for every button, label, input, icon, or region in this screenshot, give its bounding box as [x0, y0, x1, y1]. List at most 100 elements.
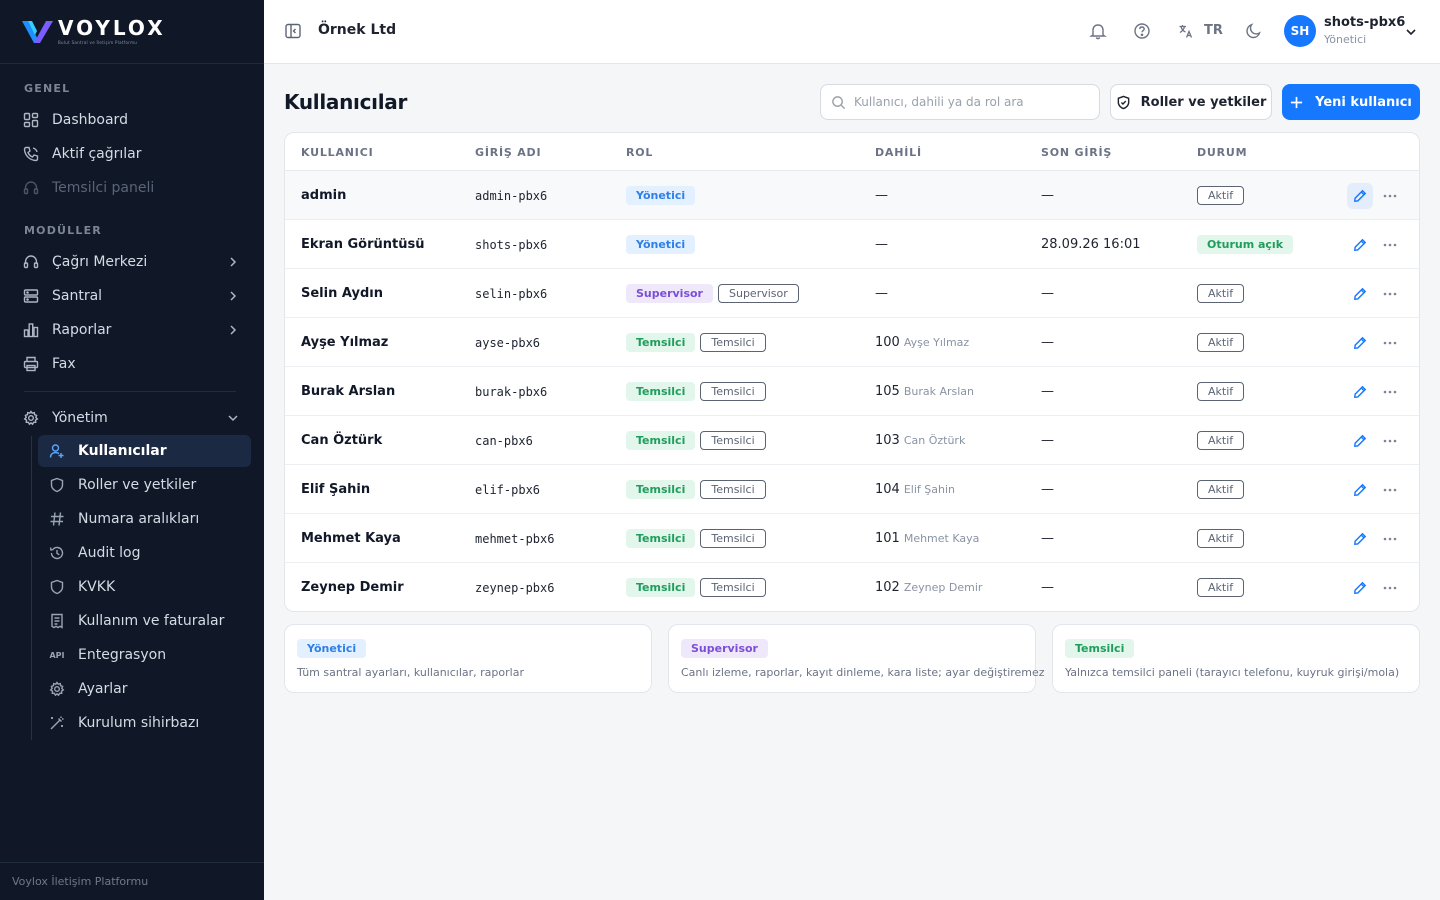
- status-cell: Aktif: [1197, 171, 1245, 220]
- role-badge: Yönetici: [626, 235, 696, 254]
- sidebar-item-fax[interactable]: Fax: [12, 348, 252, 380]
- role-cell: Supervisor Supervisor: [626, 269, 799, 318]
- sidebar-item-call-center[interactable]: Çağrı Merkezi: [12, 246, 252, 278]
- sidebar-item-label: Numara aralıkları: [78, 511, 200, 527]
- column-header-user[interactable]: KULLANICI: [301, 146, 374, 159]
- sidebar-item-label: Ayarlar: [78, 681, 128, 697]
- table-row[interactable]: Can Öztürk can-pbx6 Temsilci Temsilci 103 Can…: [285, 416, 1419, 465]
- search-box[interactable]: [820, 84, 1100, 120]
- chevron-right-icon: [230, 291, 237, 301]
- login-cell: can-pbx6: [475, 433, 533, 448]
- edit-icon[interactable]: [1347, 281, 1373, 307]
- more-options-icon[interactable]: [1379, 232, 1401, 258]
- table-row[interactable]: Elif Şahin elif-pbx6 Temsilci Temsilci 104 El…: [285, 465, 1419, 514]
- user-name[interactable]: shots-pbx6: [1324, 15, 1406, 30]
- column-header-role[interactable]: ROL: [626, 146, 654, 159]
- edit-icon[interactable]: [1347, 526, 1373, 552]
- role-badge: Temsilci: [626, 529, 696, 548]
- status-badge: Aktif: [1197, 186, 1245, 205]
- status-badge: Aktif: [1197, 333, 1245, 352]
- table-row[interactable]: Ayşe Yılmaz ayse-pbx6 Temsilci Temsilci 100 A…: [285, 318, 1419, 367]
- moon-icon[interactable]: [1244, 21, 1264, 41]
- role-badge: Temsilci: [626, 578, 696, 597]
- role-badge: Yönetici: [297, 639, 367, 658]
- chevron-down-icon[interactable]: [1404, 24, 1418, 43]
- more-options-icon[interactable]: [1379, 281, 1401, 307]
- search-input[interactable]: [854, 95, 1084, 109]
- page-title: Kullanıcılar: [284, 90, 408, 114]
- status-badge: Aktif: [1197, 382, 1245, 401]
- edit-icon[interactable]: [1347, 330, 1373, 356]
- more-options-icon[interactable]: [1379, 379, 1401, 405]
- extension-number: 100: [875, 335, 900, 350]
- more-options-icon[interactable]: [1379, 330, 1401, 356]
- user-name-cell: Ekran Görüntüsü: [301, 237, 425, 252]
- table-row[interactable]: Burak Arslan burak-pbx6 Temsilci Temsilci 10…: [285, 367, 1419, 416]
- extension-cell: 102 Zeynep Demir: [875, 563, 982, 611]
- shield-icon: [48, 476, 66, 494]
- roles-permissions-button[interactable]: Roller ve yetkiler: [1110, 84, 1272, 120]
- table-row[interactable]: Mehmet Kaya mehmet-pbx6 Temsilci Temsilci 10…: [285, 514, 1419, 563]
- sidebar-item-pbx[interactable]: Santral: [12, 280, 252, 312]
- more-options-icon[interactable]: [1379, 183, 1401, 209]
- edit-icon[interactable]: [1347, 477, 1373, 503]
- column-header-last-login[interactable]: SON GİRİŞ: [1041, 146, 1113, 159]
- company-name[interactable]: Örnek Ltd: [318, 22, 397, 38]
- sidebar-item-users[interactable]: Kullanıcılar: [38, 435, 251, 467]
- logo[interactable]: VOYLOX Bulut Santral ve İletişim Platfor…: [0, 0, 264, 64]
- sidebar-item-kvkk[interactable]: KVKK: [38, 571, 251, 603]
- chart-icon: [22, 321, 40, 339]
- sidebar-item-admin[interactable]: Yönetim: [12, 402, 252, 434]
- sidebar-item-number-ranges[interactable]: Numara aralıkları: [38, 503, 251, 535]
- edit-icon[interactable]: [1347, 379, 1373, 405]
- login-cell: mehmet-pbx6: [475, 531, 555, 546]
- table-row[interactable]: admin admin-pbx6 Yönetici — — Aktif: [285, 171, 1419, 220]
- edit-icon[interactable]: [1347, 182, 1373, 209]
- user-name-cell: admin: [301, 188, 347, 203]
- new-user-button[interactable]: Yeni kullanıcı: [1282, 84, 1420, 120]
- sidebar-item-settings[interactable]: Ayarlar: [38, 673, 251, 705]
- table-row[interactable]: Zeynep Demir zeynep-pbx6 Temsilci Temsilci 1…: [285, 563, 1419, 611]
- sidebar-item-usage-billing[interactable]: Kullanım ve faturalar: [38, 605, 251, 637]
- sidebar-item-reports[interactable]: Raporlar: [12, 314, 252, 346]
- sidebar-item-roles[interactable]: Roller ve yetkiler: [38, 469, 251, 501]
- sidebar-item-setup-wizard[interactable]: Kurulum sihirbazı: [38, 707, 251, 739]
- status-cell: Oturum açık: [1197, 220, 1294, 269]
- extension-cell: —: [875, 171, 888, 220]
- column-header-login[interactable]: GİRİŞ ADI: [475, 146, 542, 159]
- sidebar-item-audit-log[interactable]: Audit log: [38, 537, 251, 569]
- sidebar-item-label: Kurulum sihirbazı: [78, 715, 200, 731]
- more-options-icon[interactable]: [1379, 428, 1401, 454]
- shield-icon: [1116, 95, 1131, 110]
- status-cell: Aktif: [1197, 514, 1245, 563]
- sidebar-item-integration[interactable]: API Entegrasyon: [38, 639, 251, 671]
- edit-icon[interactable]: [1347, 575, 1373, 601]
- edit-icon[interactable]: [1347, 428, 1373, 454]
- sidebar-item-active-calls[interactable]: Aktif çağrılar: [12, 138, 252, 170]
- column-header-status[interactable]: DURUM: [1197, 146, 1248, 159]
- shield-icon: [48, 578, 66, 596]
- sidebar-item-label: Entegrasyon: [78, 647, 167, 663]
- table-row[interactable]: Selin Aydın selin-pbx6 Supervisor Superviso…: [285, 269, 1419, 318]
- more-options-icon[interactable]: [1379, 575, 1401, 601]
- sidebar-toggle-icon[interactable]: [284, 22, 304, 42]
- status-badge: Oturum açık: [1197, 235, 1294, 254]
- user-icon: [48, 442, 66, 460]
- help-icon[interactable]: [1132, 21, 1152, 41]
- sidebar-item-dashboard[interactable]: Dashboard: [12, 104, 252, 136]
- user-name-cell: Selin Aydın: [301, 286, 383, 301]
- status-badge: Aktif: [1197, 284, 1245, 303]
- extension-cell: 105 Burak Arslan: [875, 367, 974, 416]
- extension-name: Elif Şahin: [903, 483, 955, 496]
- bell-icon[interactable]: [1088, 21, 1108, 41]
- row-actions: [1347, 465, 1407, 514]
- avatar[interactable]: SH: [1284, 15, 1316, 47]
- translate-icon[interactable]: [1176, 21, 1196, 41]
- more-options-icon[interactable]: [1379, 526, 1401, 552]
- language-label[interactable]: TR: [1204, 23, 1223, 38]
- more-options-icon[interactable]: [1379, 477, 1401, 503]
- column-header-extension[interactable]: DAHİLİ: [875, 146, 922, 159]
- edit-icon[interactable]: [1347, 232, 1373, 258]
- row-actions: [1347, 269, 1407, 318]
- table-row[interactable]: Ekran Görüntüsü shots-pbx6 Yönetici — 28.09.…: [285, 220, 1419, 269]
